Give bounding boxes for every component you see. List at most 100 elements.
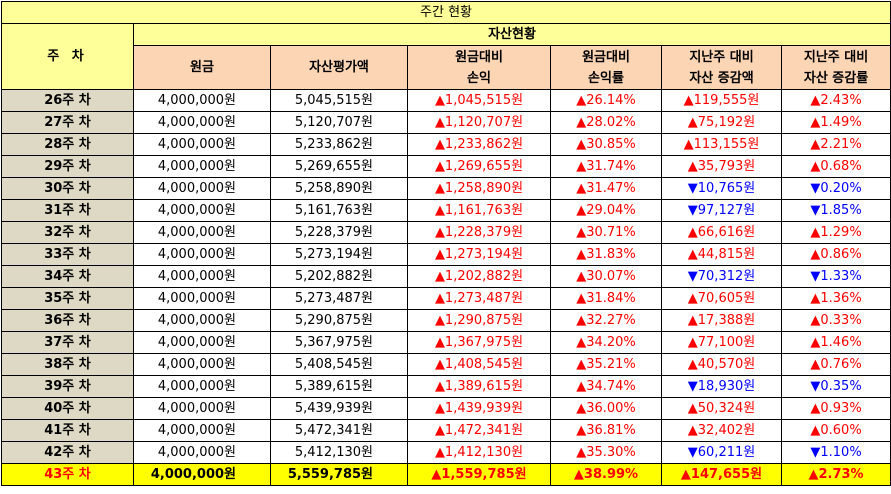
- week-cell: 28주 차: [1, 133, 134, 156]
- weekly-change-cell: ▲70,605원: [661, 287, 782, 310]
- principal-cell: 4,000,000원: [133, 287, 271, 310]
- weekly-change-cell: ▲50,324원: [661, 397, 782, 420]
- principal-cell: 4,000,000원: [133, 331, 271, 354]
- header-line1: 자산평가액: [309, 60, 369, 75]
- profit-loss-header: 원금대비 손익: [407, 45, 551, 90]
- profit-loss-cell: ▲1,290,875원: [407, 309, 551, 332]
- asset-value-header: 자산평가액: [270, 45, 408, 90]
- week-cell: 35주 차: [1, 287, 134, 310]
- profit-loss-cell: ▲1,258,890원: [407, 177, 551, 200]
- profit-loss-cell: ▲1,202,882원: [407, 265, 551, 288]
- principal-cell: 4,000,000원: [133, 89, 271, 112]
- weekly-change-rate-cell: ▲2.43%: [780, 89, 891, 112]
- header-line2: 자산 증감액: [689, 70, 754, 86]
- profit-loss-cell: ▲1,273,487원: [407, 287, 551, 310]
- week-cell: 37주 차: [1, 331, 134, 354]
- asset-value-cell: 5,273,487원: [270, 287, 408, 310]
- profit-loss-rate-cell: ▲31.84%: [550, 287, 662, 310]
- asset-value-cell: 5,472,341원: [270, 419, 408, 442]
- weekly-change-rate-cell: ▼1.33%: [780, 265, 891, 288]
- principal-cell: 4,000,000원: [133, 353, 271, 376]
- principal-cell: 4,000,000원: [133, 375, 271, 398]
- weekly-change-cell: ▲35,793원: [661, 155, 782, 178]
- profit-loss-cell: ▲1,559,785원: [407, 463, 551, 486]
- asset-value-cell: 5,367,975원: [270, 331, 408, 354]
- principal-cell: 4,000,000원: [133, 243, 271, 266]
- profit-loss-rate-cell: ▲31.74%: [550, 155, 662, 178]
- header-line2: 자산 증감률: [803, 70, 869, 86]
- asset-value-cell: 5,269,655원: [270, 155, 408, 178]
- header-line1: 원금대비: [455, 49, 503, 65]
- asset-value-cell: 5,559,785원: [270, 463, 408, 486]
- weekly-change-cell: ▼70,312원: [661, 265, 782, 288]
- asset-value-cell: 5,202,882원: [270, 265, 408, 288]
- week-cell: 26주 차: [1, 89, 134, 112]
- profit-loss-rate-cell: ▲31.83%: [550, 243, 662, 266]
- week-cell: 27주 차: [1, 111, 134, 134]
- asset-value-cell: 5,408,545원: [270, 353, 408, 376]
- week-cell: 38주 차: [1, 353, 134, 376]
- weekly-change-rate-cell: ▲1.29%: [780, 221, 891, 244]
- principal-cell: 4,000,000원: [133, 177, 271, 200]
- profit-loss-rate-cell: ▲26.14%: [550, 89, 662, 112]
- weekly-change-cell: ▼10,765원: [661, 177, 782, 200]
- weekly-change-rate-cell: ▲0.93%: [780, 397, 891, 420]
- weekly-change-cell: ▲17,388원: [661, 309, 782, 332]
- table-row: 43주 차 4,000,000원 5,559,785원 ▲1,559,785원 ▲38.…: [1, 463, 891, 486]
- weekly-change-rate-cell: ▼0.35%: [780, 375, 891, 398]
- profit-loss-rate-cell: ▲35.21%: [550, 353, 662, 376]
- principal-cell: 4,000,000원: [133, 441, 271, 464]
- weekly-change-rate-cell: ▲0.76%: [780, 353, 891, 376]
- profit-loss-cell: ▲1,412,130원: [407, 441, 551, 464]
- table-row: 30주 차 4,000,000원 5,258,890원 ▲1,258,890원 ▲31.…: [1, 177, 891, 200]
- profit-loss-rate-cell: ▲35.30%: [550, 441, 662, 464]
- table-row: 32주 차 4,000,000원 5,228,379원 ▲1,228,379원 ▲30.…: [1, 221, 891, 244]
- profit-loss-cell: ▲1,120,707원: [407, 111, 551, 134]
- week-cell: 40주 차: [1, 397, 134, 420]
- profit-loss-rate-cell: ▲30.07%: [550, 265, 662, 288]
- asset-value-cell: 5,228,379원: [270, 221, 408, 244]
- profit-loss-cell: ▲1,045,515원: [407, 89, 551, 112]
- table-row: 36주 차 4,000,000원 5,290,875원 ▲1,290,875원 ▲32.…: [1, 309, 891, 332]
- week-cell: 42주 차: [1, 441, 134, 464]
- weekly-change-rate-cell: ▲0.33%: [780, 309, 891, 332]
- table-row: 35주 차 4,000,000원 5,273,487원 ▲1,273,487원 ▲31.…: [1, 287, 891, 310]
- week-cell: 33주 차: [1, 243, 134, 266]
- table-row: 26주 차 4,000,000원 5,045,515원 ▲1,045,515원 ▲26.…: [1, 89, 891, 112]
- week-cell: 43주 차: [1, 463, 134, 486]
- principal-cell: 4,000,000원: [133, 463, 271, 486]
- weekly-change-cell: ▲66,616원: [661, 221, 782, 244]
- weekly-change-rate-cell: ▲2.73%: [780, 463, 891, 486]
- profit-loss-rate-cell: ▲36.00%: [550, 397, 662, 420]
- week-cell: 29주 차: [1, 155, 134, 178]
- weekly-change-rate-cell: ▲0.60%: [780, 419, 891, 442]
- week-cell: 31주 차: [1, 199, 134, 222]
- profit-loss-cell: ▲1,273,194원: [407, 243, 551, 266]
- week-column-header: 주 차: [1, 23, 134, 90]
- table-title: 주간 현황: [0, 1, 891, 24]
- table-row: 37주 차 4,000,000원 5,367,975원 ▲1,367,975원 ▲34.…: [1, 331, 891, 354]
- profit-loss-cell: ▲1,233,862원: [407, 133, 551, 156]
- principal-cell: 4,000,000원: [133, 309, 271, 332]
- weekly-change-cell: ▼18,930원: [661, 375, 782, 398]
- header-line2: 손익률: [588, 70, 624, 86]
- profit-loss-cell: ▲1,367,975원: [407, 331, 551, 354]
- principal-cell: 4,000,000원: [133, 111, 271, 134]
- profit-loss-rate-cell: ▲34.74%: [550, 375, 662, 398]
- profit-loss-rate-header: 원금대비 손익률: [550, 45, 662, 90]
- principal-cell: 4,000,000원: [133, 397, 271, 420]
- principal-header: 원금: [133, 45, 271, 90]
- week-cell: 41주 차: [1, 419, 134, 442]
- weekly-change-rate-cell: ▼1.85%: [780, 199, 891, 222]
- weekly-change-cell: ▲32,402원: [661, 419, 782, 442]
- table-row: 38주 차 4,000,000원 5,408,545원 ▲1,408,545원 ▲35.…: [1, 353, 891, 376]
- week-cell: 32주 차: [1, 221, 134, 244]
- table-row: 31주 차 4,000,000원 5,161,763원 ▲1,161,763원 ▲29.…: [1, 199, 891, 222]
- weekly-change-header: 지난주 대비 자산 증감액: [661, 45, 782, 90]
- header-line1: 원금: [190, 60, 214, 75]
- weekly-change-rate-header: 지난주 대비 자산 증감률: [780, 45, 891, 90]
- asset-value-cell: 5,120,707원: [270, 111, 408, 134]
- principal-cell: 4,000,000원: [133, 133, 271, 156]
- principal-cell: 4,000,000원: [133, 221, 271, 244]
